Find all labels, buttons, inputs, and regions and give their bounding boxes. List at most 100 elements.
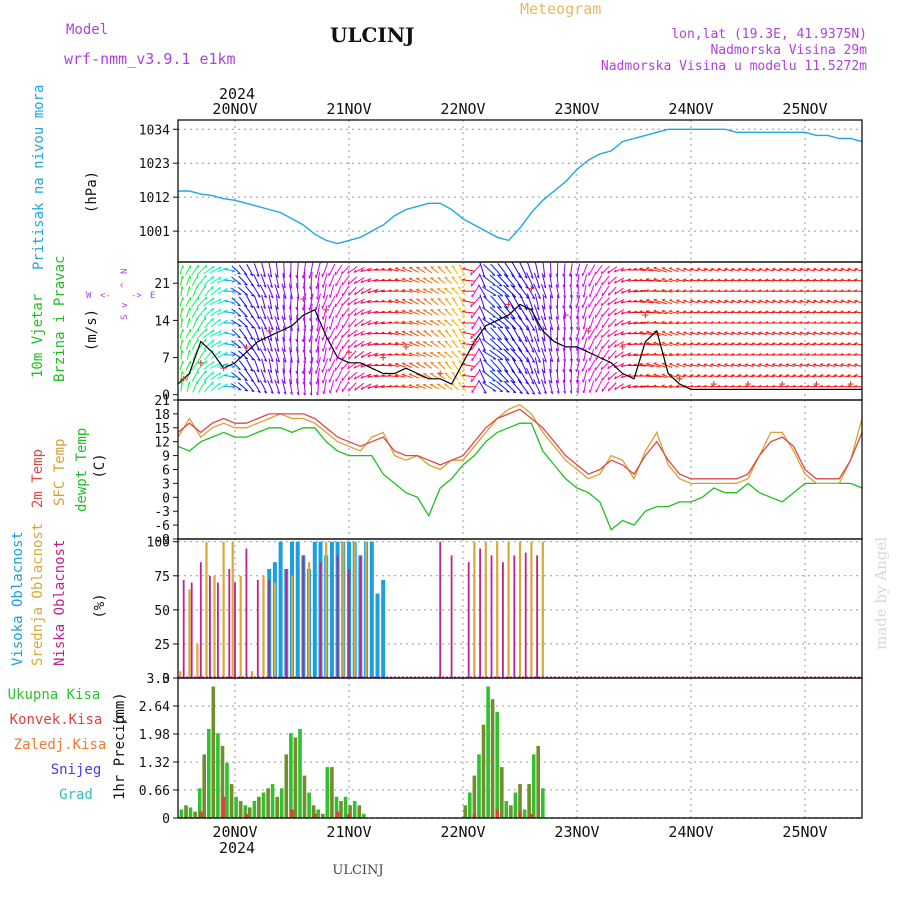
wind-arrow-head <box>731 374 735 377</box>
wind-arrow-head <box>314 370 317 374</box>
wind-arrow-head <box>562 316 566 320</box>
wind-arrow <box>542 262 546 278</box>
wind-arrow <box>323 315 327 331</box>
wind-arrow-head <box>744 321 748 324</box>
wind-arrow-head <box>696 299 701 302</box>
wind-arrow <box>503 348 517 362</box>
wind-arrow-head <box>205 328 208 332</box>
wind-arrow-head <box>205 306 207 310</box>
wind-arrow <box>394 310 406 314</box>
wind-arrow-head <box>295 285 299 290</box>
wind-arrow-head <box>653 298 657 301</box>
wind-arrow <box>192 349 198 361</box>
wind-arrow-head <box>765 289 769 292</box>
precip-total-bar <box>334 796 339 818</box>
compass-arrow-up: ^ <box>120 282 130 288</box>
wind-arrow-head <box>244 315 248 318</box>
wind-unit: (m/s) <box>84 309 100 351</box>
wind-arrow <box>329 274 335 287</box>
wind-arrow <box>185 265 191 275</box>
wind-arrow-head <box>341 345 343 349</box>
wind-arrow-head <box>251 326 255 329</box>
wind-arrow-head <box>218 266 222 270</box>
wind-arrow-head <box>621 290 624 294</box>
wind-arrow <box>489 370 503 382</box>
wind-arrow <box>231 297 241 307</box>
wind-arrow <box>381 269 392 271</box>
wind-arrow <box>401 331 413 337</box>
wind-arrow-head <box>833 363 837 366</box>
wind-gust-marker <box>380 354 387 361</box>
wind-arrow-head <box>353 365 357 369</box>
wind-arrow-head <box>329 390 331 394</box>
precip-total-bar <box>211 686 216 818</box>
wind-arrow <box>408 353 420 357</box>
wind-arrow <box>423 341 433 348</box>
wind-arrow-head <box>744 374 748 377</box>
precip-conv-bar <box>518 811 522 818</box>
wind-arrow-head <box>758 352 762 356</box>
wind-arrow <box>458 264 466 276</box>
wind-arrow-head <box>232 354 236 357</box>
wind-arrow-head <box>813 374 817 377</box>
wind-arrow <box>253 274 261 288</box>
wind-arrow <box>503 380 517 394</box>
wind-arrow <box>401 353 413 357</box>
wind-arrow-head <box>813 363 817 366</box>
wind-gust-marker <box>813 381 820 388</box>
wind-arrow <box>470 338 481 351</box>
wind-arrow-head <box>536 339 540 342</box>
wind-arrow-head <box>430 361 434 364</box>
wind-arrow <box>238 296 248 308</box>
wind-arrow-head <box>744 352 748 356</box>
wind-arrow-head <box>225 383 228 387</box>
wind-arrow <box>614 319 624 327</box>
wind-arrow-head <box>301 275 304 279</box>
wind-arrow-head <box>256 316 260 320</box>
wind-arrow-head <box>381 321 385 325</box>
wind-arrow-head <box>282 338 285 342</box>
wind-arrow <box>381 364 392 367</box>
wind-arrow-head <box>537 317 541 321</box>
wind-arrow <box>534 325 540 342</box>
wind-arrow <box>669 331 679 336</box>
wind-arrow-head <box>633 267 637 270</box>
wind-arrow-head <box>354 387 357 391</box>
wind-arrow <box>690 364 699 367</box>
wind-arrow <box>209 298 222 306</box>
wind-arrow-head <box>244 379 248 382</box>
precip-total-bar <box>504 801 509 818</box>
wind-arrow-head <box>341 271 343 275</box>
wind-arrow-head <box>451 319 455 321</box>
wind-arrow-head <box>395 299 399 301</box>
wind-arrow-head <box>211 381 214 385</box>
wind-arrow-head <box>840 331 844 334</box>
wind-arrow-head <box>348 356 350 360</box>
precip-total-bar <box>202 754 206 818</box>
wind-arrow-head <box>457 381 462 384</box>
wind-arrow-head <box>462 331 466 333</box>
wind-arrow <box>820 279 829 282</box>
wind-arrow <box>595 275 603 287</box>
y-tick-label: 0 <box>162 672 170 687</box>
wind-arrow <box>341 265 350 275</box>
y-tick-label: 0 <box>162 812 170 827</box>
precip-total-bar <box>234 796 238 818</box>
wind-arrow-head <box>758 267 762 270</box>
wind-arrow <box>601 349 610 361</box>
wind-arrow <box>511 261 522 278</box>
wind-arrow <box>196 328 208 340</box>
wind-arrow-head <box>683 278 687 281</box>
wind-arrow <box>594 360 603 371</box>
wind-arrow <box>621 320 631 326</box>
wind-arrow-head <box>620 375 624 379</box>
wind-arrow-head <box>646 267 650 269</box>
wind-arrow-head <box>771 352 776 356</box>
wind-arrow-head <box>437 340 441 343</box>
wind-arrow-head <box>765 363 769 366</box>
wind-arrow-head <box>256 348 260 351</box>
wind-arrow <box>335 338 343 350</box>
wind-arrow-head <box>367 343 371 346</box>
wind-arrow-head <box>607 345 610 349</box>
